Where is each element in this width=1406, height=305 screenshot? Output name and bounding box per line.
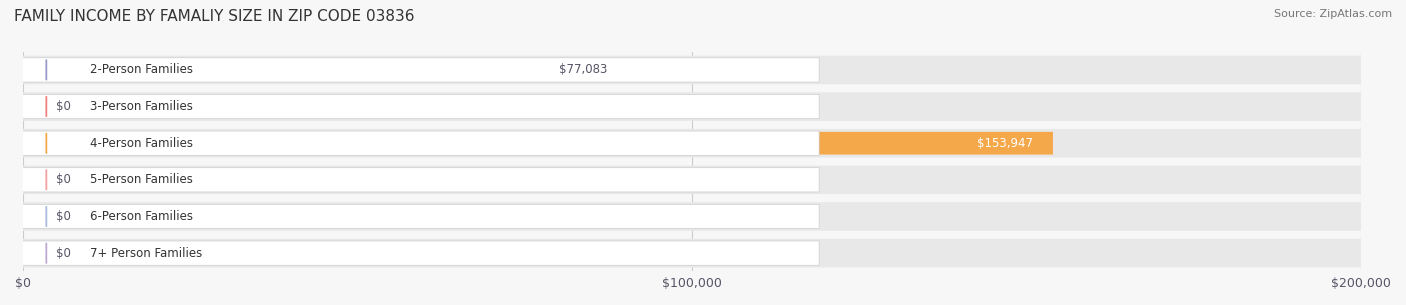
Text: $153,947: $153,947 [977, 137, 1033, 150]
FancyBboxPatch shape [22, 56, 1361, 84]
Text: 7+ Person Families: 7+ Person Families [90, 247, 202, 260]
Text: 2-Person Families: 2-Person Families [90, 63, 193, 77]
Text: $0: $0 [56, 210, 72, 223]
FancyBboxPatch shape [17, 131, 820, 155]
FancyBboxPatch shape [22, 59, 538, 81]
Text: 5-Person Families: 5-Person Families [90, 173, 193, 186]
FancyBboxPatch shape [17, 168, 820, 192]
FancyBboxPatch shape [22, 166, 1361, 194]
FancyBboxPatch shape [17, 241, 820, 265]
FancyBboxPatch shape [17, 95, 820, 119]
Text: $77,083: $77,083 [558, 63, 607, 77]
Text: $0: $0 [56, 173, 72, 186]
FancyBboxPatch shape [17, 58, 820, 82]
FancyBboxPatch shape [17, 204, 820, 229]
Text: 3-Person Families: 3-Person Families [90, 100, 193, 113]
Text: $0: $0 [56, 100, 72, 113]
Text: FAMILY INCOME BY FAMALIY SIZE IN ZIP CODE 03836: FAMILY INCOME BY FAMALIY SIZE IN ZIP COD… [14, 9, 415, 24]
Text: Source: ZipAtlas.com: Source: ZipAtlas.com [1274, 9, 1392, 19]
FancyBboxPatch shape [22, 239, 1361, 267]
FancyBboxPatch shape [22, 202, 1361, 231]
FancyBboxPatch shape [22, 92, 1361, 121]
Text: 4-Person Families: 4-Person Families [90, 137, 193, 150]
FancyBboxPatch shape [22, 132, 1053, 155]
FancyBboxPatch shape [22, 129, 1361, 157]
Text: 6-Person Families: 6-Person Families [90, 210, 193, 223]
Text: $0: $0 [56, 247, 72, 260]
